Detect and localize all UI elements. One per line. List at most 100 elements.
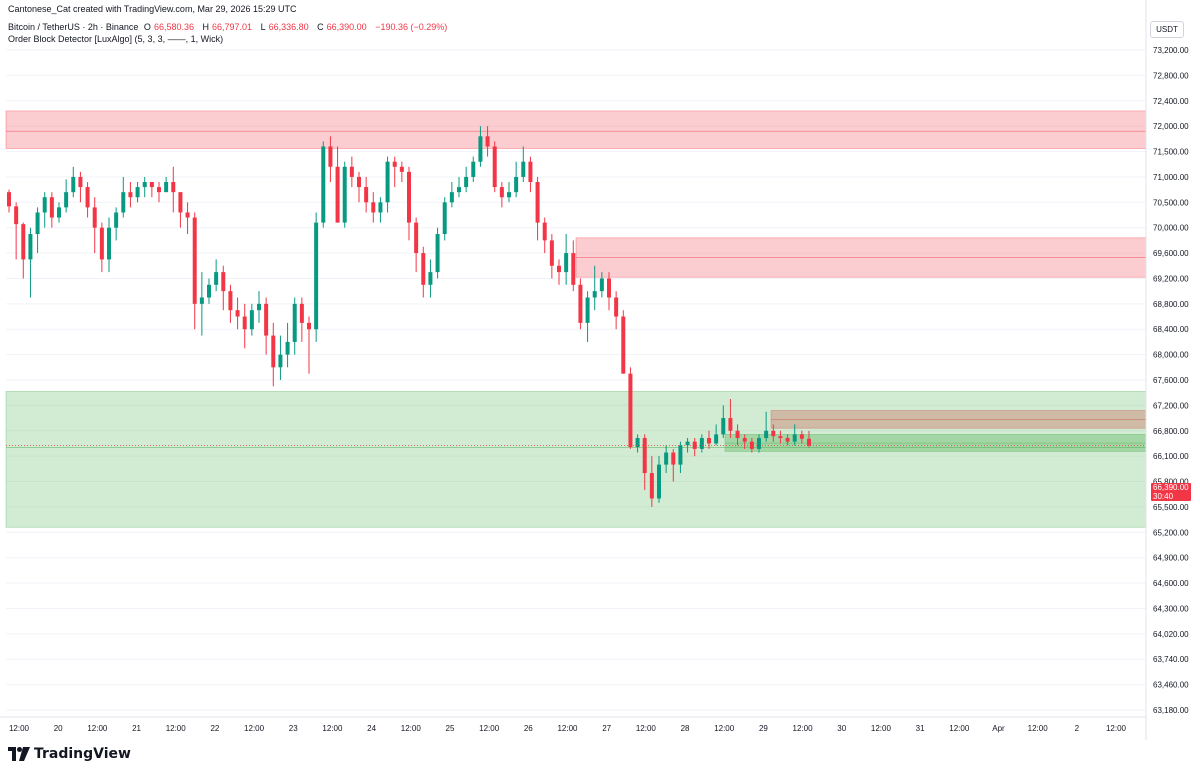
candle — [364, 176, 369, 213]
candle-body — [35, 212, 40, 235]
candle-body — [671, 452, 676, 465]
candle — [749, 438, 754, 453]
candle-body — [157, 187, 161, 193]
candle — [535, 176, 540, 241]
price-tick-label: 68,800.00 — [1153, 300, 1189, 309]
candle-body — [464, 176, 469, 188]
candle — [57, 202, 61, 223]
candle-body — [721, 418, 726, 435]
candle-body — [407, 171, 411, 223]
candle — [785, 434, 790, 446]
price-tick-label: 70,500.00 — [1153, 198, 1189, 207]
candle — [128, 182, 133, 208]
candle — [585, 291, 590, 342]
candle-body — [42, 197, 47, 213]
bearish-order-block — [5, 110, 1147, 149]
time-tick-label: 21 — [132, 724, 141, 733]
last-price-tag: 66,390.00 30:40 — [1151, 483, 1191, 501]
candle-body — [642, 438, 647, 474]
candle-body — [521, 161, 526, 177]
candle-body — [449, 192, 454, 203]
candle-body — [399, 166, 404, 172]
candle-body — [21, 224, 26, 260]
candle-body — [242, 316, 247, 330]
candle — [514, 161, 519, 198]
price-tick-label: 64,600.00 — [1153, 579, 1189, 588]
candle-body — [785, 438, 790, 442]
candle — [492, 141, 497, 193]
candle-body — [714, 434, 719, 444]
candle-body — [57, 207, 61, 218]
candle-body — [585, 297, 590, 323]
candle-body — [78, 176, 83, 188]
candle — [649, 456, 654, 507]
candle — [771, 424, 776, 442]
price-axis: 73,200.00 72,800.00 72,400.00 72,000.00 71,5… — [1153, 46, 1189, 715]
candle — [421, 246, 426, 298]
candle-body — [328, 146, 333, 167]
candle-body — [142, 182, 147, 188]
candle-body — [621, 316, 626, 374]
symbol-label[interactable]: Bitcoin / TetherUS · 2h · Binance — [8, 22, 139, 32]
candle — [21, 222, 26, 279]
candle — [485, 126, 490, 157]
candle — [71, 166, 76, 198]
candle-body — [149, 182, 154, 188]
candle — [335, 146, 340, 223]
candle — [499, 182, 504, 208]
candle-body — [64, 192, 69, 208]
candle-body — [28, 234, 33, 260]
tradingview-logo-text: TradingView — [34, 746, 131, 762]
candle-body — [314, 222, 319, 330]
currency-button[interactable]: USDT — [1150, 21, 1184, 38]
price-tick-label: 67,200.00 — [1153, 401, 1189, 410]
candle-body — [228, 291, 233, 311]
candle-body — [471, 161, 476, 177]
candle-body — [542, 222, 547, 241]
candle-body — [628, 373, 633, 448]
time-tick-label: 12:00 — [557, 724, 578, 733]
price-tick-label: 64,900.00 — [1153, 554, 1189, 563]
price-tick-label: 67,600.00 — [1153, 376, 1189, 385]
candle — [349, 156, 354, 188]
candle-body — [757, 438, 761, 449]
candle-body — [735, 430, 740, 439]
candle — [799, 430, 804, 444]
change-value: −190.36 (−0.29%) — [375, 22, 448, 32]
price-tick-label: 65,200.00 — [1153, 528, 1189, 537]
time-tick-label: 12:00 — [166, 724, 187, 733]
candle — [235, 297, 240, 330]
last-price-value: 66,390.00 — [1153, 483, 1189, 492]
candle-body — [485, 136, 490, 147]
candle — [714, 424, 719, 446]
candle — [692, 438, 697, 457]
time-tick-label: 12:00 — [479, 724, 500, 733]
candle-body — [392, 161, 397, 167]
candle-body — [92, 207, 97, 228]
candle — [764, 411, 769, 442]
candle-body — [649, 473, 654, 499]
candle — [678, 441, 683, 474]
candle — [657, 456, 661, 503]
candle-body — [807, 438, 811, 446]
candle-body — [664, 452, 669, 465]
candle — [257, 291, 261, 323]
candle — [107, 217, 111, 273]
candle — [728, 399, 733, 439]
price-tick-label: 64,300.00 — [1153, 604, 1189, 613]
candle-body — [335, 166, 340, 223]
candle — [292, 297, 297, 355]
price-tick-label: 73,200.00 — [1153, 46, 1189, 55]
candle-body — [171, 182, 176, 193]
candle-body — [371, 202, 376, 213]
candle-body — [85, 187, 90, 208]
candle-body — [549, 240, 554, 266]
candle-body — [599, 278, 604, 292]
candle-body — [192, 217, 197, 304]
time-tick-label: 12:00 — [871, 724, 892, 733]
candle-body — [507, 192, 511, 198]
candle-body — [699, 438, 704, 449]
indicator-legend[interactable]: Order Block Detector [LuxAlgo] (5, 3, 3,… — [8, 34, 224, 44]
candle-body — [271, 335, 276, 368]
